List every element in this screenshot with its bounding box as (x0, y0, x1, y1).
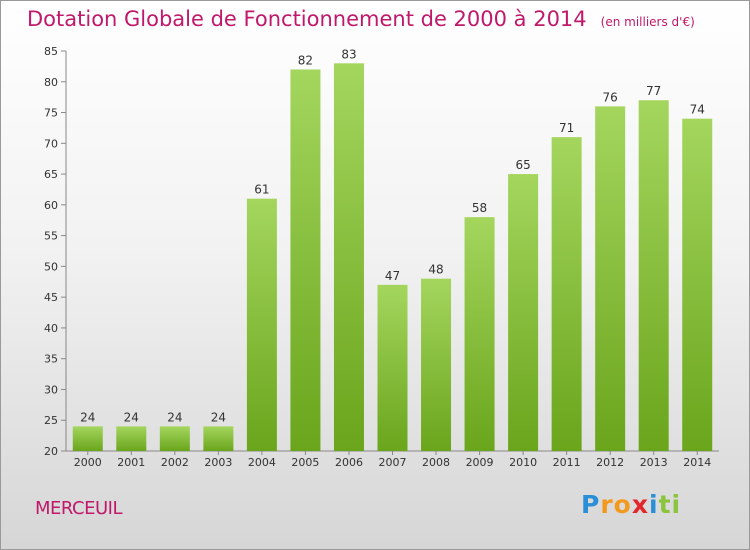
bar[interactable] (464, 217, 495, 451)
y-tick-label: 75 (44, 107, 58, 120)
data-label: 71 (559, 121, 574, 135)
y-tick-label: 40 (44, 322, 58, 335)
x-tick-label: 2011 (553, 456, 581, 469)
y-tick-label: 45 (44, 291, 58, 304)
data-label: 24 (211, 410, 226, 424)
data-label: 82 (298, 53, 313, 67)
y-tick-label: 80 (44, 76, 58, 89)
bars (72, 63, 713, 452)
x-tick-label: 2008 (422, 456, 450, 469)
bar[interactable] (638, 100, 669, 451)
logo-letter: x (631, 490, 649, 519)
x-tick-label: 2001 (117, 456, 145, 469)
y-tick-label: 70 (44, 137, 58, 150)
logo-letter: t (658, 490, 672, 519)
bar[interactable] (159, 426, 190, 451)
x-tick-label: 2009 (466, 456, 494, 469)
bar[interactable] (290, 69, 321, 451)
bar[interactable] (203, 426, 234, 451)
y-tick-label: 25 (44, 414, 58, 427)
data-label: 77 (646, 84, 661, 98)
data-label: 61 (254, 183, 269, 197)
bar[interactable] (333, 63, 364, 452)
y-tick-label: 20 (44, 445, 58, 458)
y-tick-label: 55 (44, 230, 58, 243)
data-label: 24 (124, 410, 139, 424)
x-tick-label: 2004 (248, 456, 276, 469)
x-tick-label: 2006 (335, 456, 363, 469)
x-tick-label: 2012 (596, 456, 624, 469)
y-tick-label: 85 (44, 45, 58, 58)
logo-letter: i (649, 490, 659, 519)
y-tick-label: 60 (44, 199, 58, 212)
bar[interactable] (72, 426, 103, 451)
commune-name: MERCEUIL (35, 498, 122, 519)
bar[interactable] (116, 426, 147, 451)
data-label: 58 (472, 201, 487, 215)
data-label: 65 (515, 158, 530, 172)
chart-title: Dotation Globale de Fonctionnement de 20… (27, 7, 587, 31)
data-label: 24 (80, 410, 95, 424)
data-label: 76 (603, 90, 618, 104)
y-tick-label: 50 (44, 260, 58, 273)
bar[interactable] (682, 118, 713, 451)
x-tick-label: 2014 (683, 456, 711, 469)
x-tick-label: 2007 (379, 456, 407, 469)
data-label: 48 (428, 263, 443, 277)
bar[interactable] (508, 174, 539, 452)
y-tick-label: 30 (44, 383, 58, 396)
bar[interactable] (551, 137, 582, 451)
bar[interactable] (377, 284, 408, 451)
data-label: 47 (385, 269, 400, 283)
logo-letter: P (581, 490, 601, 519)
axes: 20 25 30 35 40 45 50 55 60 65 70 75 80 85 2000 2001 2002… (44, 45, 719, 469)
data-label: 83 (341, 47, 356, 61)
chart-unit: (en milliers d'€) (600, 15, 695, 29)
data-label: 74 (690, 103, 705, 117)
x-tick-label: 2010 (509, 456, 537, 469)
x-tick-label: 2002 (161, 456, 189, 469)
logo-letter: i (671, 490, 682, 519)
logo-letter: r (600, 490, 614, 519)
logo-letter: o (613, 490, 632, 519)
y-tick-label: 65 (44, 168, 58, 181)
x-tick-label: 2005 (291, 456, 319, 469)
data-labels: 24 24 24 24 61 82 83 47 48 58 65 71 76 77 74 (80, 47, 705, 424)
bar[interactable] (595, 106, 626, 451)
title-line: Dotation Globale de Fonctionnement de 20… (27, 7, 695, 31)
proxiti-logo[interactable]: Proxiti (581, 490, 681, 519)
x-tick-label: 2003 (204, 456, 232, 469)
bar[interactable] (421, 278, 452, 451)
x-tick-label: 2013 (640, 456, 668, 469)
bar[interactable] (246, 198, 277, 451)
x-tick-label: 2000 (74, 456, 102, 469)
data-label: 24 (167, 410, 182, 424)
y-tick-label: 35 (44, 353, 58, 366)
